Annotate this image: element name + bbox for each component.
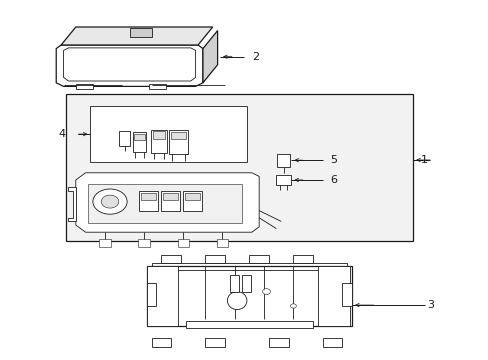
Text: 3: 3 (426, 300, 433, 310)
Polygon shape (76, 84, 93, 89)
Bar (216, 239, 228, 247)
Bar (249, 255, 268, 263)
Bar (169, 130, 187, 154)
Text: 6: 6 (329, 175, 336, 185)
Circle shape (101, 195, 119, 208)
Polygon shape (151, 263, 346, 311)
Bar (317, 266, 349, 326)
Polygon shape (68, 187, 76, 221)
Ellipse shape (227, 292, 246, 310)
Bar (119, 131, 130, 146)
Bar (139, 191, 158, 211)
Bar (170, 131, 186, 139)
Bar (146, 266, 351, 326)
Bar (177, 239, 189, 247)
Bar (183, 191, 202, 211)
Bar (151, 338, 171, 347)
Polygon shape (56, 45, 203, 86)
Polygon shape (76, 173, 259, 232)
Bar (322, 338, 342, 347)
Text: 2: 2 (251, 52, 259, 62)
Bar (163, 193, 178, 200)
Bar (185, 193, 200, 200)
Bar (242, 275, 250, 292)
Polygon shape (88, 184, 242, 223)
Text: 5: 5 (329, 155, 336, 165)
Bar (90, 106, 246, 162)
Bar (276, 154, 290, 167)
Bar (342, 283, 351, 306)
Bar (141, 193, 156, 200)
Polygon shape (129, 28, 151, 37)
Bar (161, 191, 180, 211)
Polygon shape (61, 27, 212, 45)
Bar (132, 132, 146, 152)
Bar (293, 255, 312, 263)
Bar (134, 134, 144, 140)
Bar (99, 239, 111, 247)
Circle shape (262, 289, 270, 294)
Bar (185, 321, 312, 328)
Bar (152, 131, 165, 139)
Bar (161, 255, 181, 263)
Bar (138, 239, 150, 247)
Bar (146, 266, 178, 326)
Bar (151, 130, 166, 153)
Circle shape (93, 189, 127, 214)
Bar (205, 255, 224, 263)
Polygon shape (203, 31, 217, 83)
Bar (229, 275, 238, 292)
Text: 1: 1 (420, 155, 427, 165)
Polygon shape (149, 84, 166, 89)
Bar (268, 338, 288, 347)
Text: 4: 4 (59, 129, 66, 139)
Bar (205, 338, 224, 347)
Bar (276, 175, 290, 185)
Bar (146, 283, 156, 306)
Circle shape (290, 304, 296, 308)
Bar (66, 94, 412, 241)
